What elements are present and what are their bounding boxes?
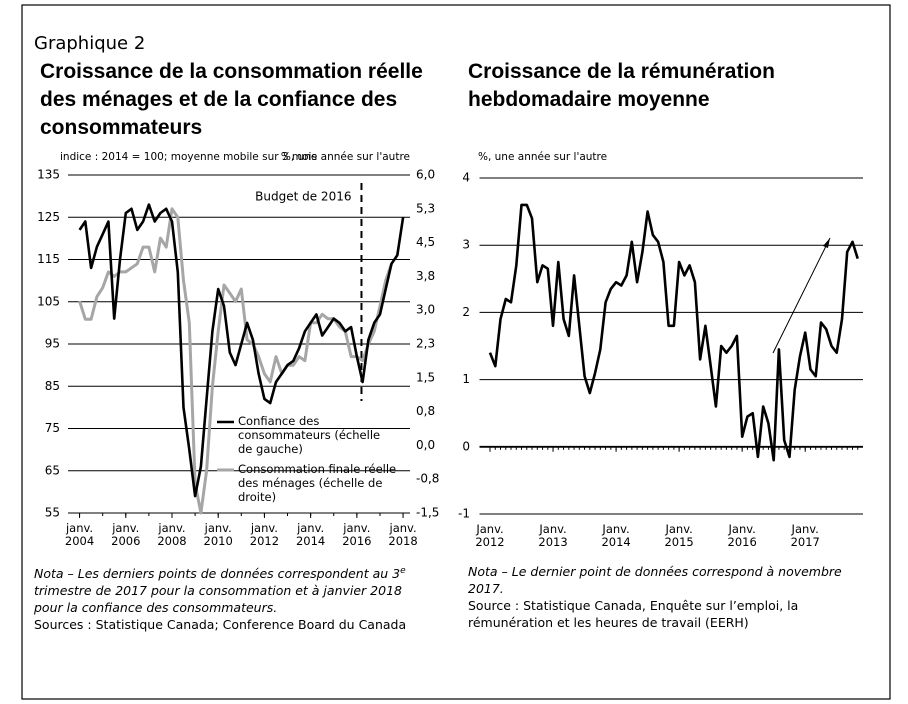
x-tick-label: Janv. 2016 [727, 522, 757, 549]
x-tick-label: janv. 2010 [203, 521, 233, 548]
note: Nota – Les derniers points de données co… [34, 563, 414, 633]
y2-tick-label: 6,0 [416, 168, 435, 182]
y-tick-label: 0 [462, 439, 470, 453]
x-tick-label: Janv. 2013 [538, 522, 568, 549]
y-tick-label: 2 [462, 305, 470, 319]
y-tick-label: 1 [462, 372, 470, 386]
y-tick-label: 85 [45, 379, 60, 393]
y2-tick-label: -1,5 [416, 506, 439, 520]
arrow-head [823, 238, 830, 248]
y2-tick-label: 0,8 [416, 404, 435, 418]
y2-tick-label: 5,3 [416, 201, 435, 215]
y-axis-label: %, une année sur l'autre [478, 151, 607, 163]
note: Nota – Le dernier point de données corre… [468, 563, 868, 631]
note-label: Nota [468, 564, 498, 579]
source: Sources : Statistique Canada; Conference… [34, 617, 407, 633]
x-tick-label: janv. 2014 [295, 521, 326, 548]
y-tick-label: 115 [37, 252, 60, 266]
series-line [78, 207, 393, 515]
y-tick-label: 105 [37, 294, 60, 308]
frame [21, 4, 891, 700]
source: Source : Statistique Canada, Enquête sur… [468, 598, 799, 630]
x-tick-label: Janv. 2012 [475, 522, 505, 549]
note-text: trimestre de 2017 pour la consommation e… [34, 583, 402, 616]
series-line [78, 203, 405, 498]
y-tick-label: 135 [37, 168, 60, 182]
chart-title: Croissance de la consommation réelle des… [40, 60, 423, 139]
x-tick-label: janv. 2012 [249, 521, 280, 548]
y-tick-label: 75 [45, 421, 60, 435]
y2-tick-label: 2,3 [416, 337, 435, 351]
legend-label: Confiance des consommateurs (échelle de … [238, 414, 381, 456]
x-tick-label: janv. 2008 [157, 521, 187, 548]
annotation: Budget de 2016 [255, 190, 351, 204]
x-tick-label: Janv. 2015 [664, 522, 694, 549]
y2-tick-label: -0,8 [416, 472, 439, 486]
y2-tick-label: 4,5 [416, 235, 435, 249]
superscript: e [400, 566, 406, 576]
y-tick-label: -1 [458, 507, 470, 521]
y-tick-label: 125 [37, 210, 60, 224]
y2-tick-label: 0,0 [416, 438, 435, 452]
y-axis-label: indice : 2014 = 100; moyenne mobile sur … [60, 151, 317, 163]
note-text: – Le dernier point de données correspond… [468, 564, 842, 596]
legend-label: Consommation finale réelle des ménages (… [238, 462, 397, 504]
x-tick-label: janv. 2004 [64, 521, 95, 548]
x-tick-label: janv. 2018 [388, 521, 418, 548]
y-tick-label: 3 [462, 238, 470, 252]
x-tick-label: janv. 2016 [342, 521, 372, 548]
note-text: – Les derniers points de données corresp… [67, 566, 401, 582]
y-tick-label: 55 [45, 506, 60, 520]
trend-arrow [772, 237, 831, 354]
x-tick-label: Janv. 2017 [790, 522, 820, 549]
y-tick-label: 4 [462, 171, 470, 185]
note-label: Nota [34, 566, 64, 582]
x-tick-label: Janv. 2014 [601, 522, 631, 549]
y2-tick-label: 3,0 [416, 303, 435, 317]
x-tick-label: janv. 2006 [111, 521, 141, 548]
y2-axis-label: %, une année sur l'autre [281, 151, 410, 163]
y-tick-label: 65 [45, 463, 60, 477]
chart-title: Croissance de la rémunération hebdomadai… [468, 60, 775, 111]
series-line [488, 203, 859, 462]
y2-tick-label: 3,8 [416, 269, 435, 283]
y2-tick-label: 1,5 [416, 370, 435, 384]
header: Graphique 2 [34, 33, 146, 54]
y-tick-label: 95 [45, 337, 60, 351]
